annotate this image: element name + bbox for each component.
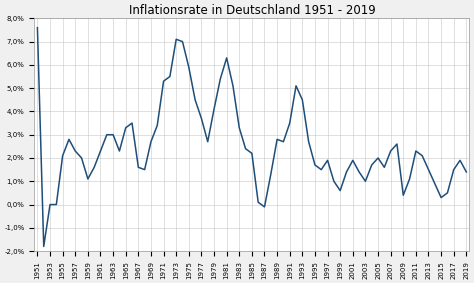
Title: Inflationsrate in Deutschland 1951 - 2019: Inflationsrate in Deutschland 1951 - 201… xyxy=(128,4,375,17)
